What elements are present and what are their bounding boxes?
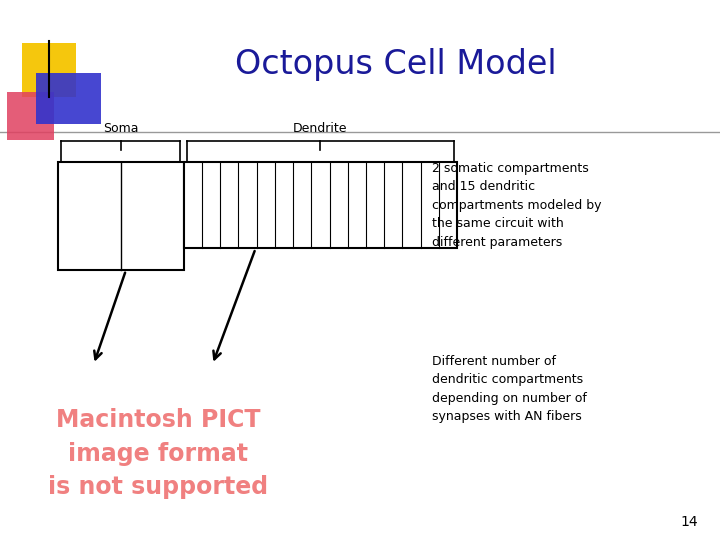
- Bar: [36, 73, 101, 124]
- Bar: [7, 92, 54, 140]
- Text: Octopus Cell Model: Octopus Cell Model: [235, 48, 557, 82]
- Text: Macintosh PICT
image format
is not supported: Macintosh PICT image format is not suppo…: [48, 408, 269, 499]
- Bar: [22, 43, 76, 97]
- Text: Dendrite: Dendrite: [293, 122, 348, 135]
- Text: 14: 14: [681, 515, 698, 529]
- Text: Soma: Soma: [103, 122, 138, 135]
- Bar: [184, 162, 457, 248]
- Text: 2 somatic compartments
and 15 dendritic
compartments modeled by
the same circuit: 2 somatic compartments and 15 dendritic …: [432, 161, 601, 249]
- Text: Different number of
dendritic compartments
depending on number of
synapses with : Different number of dendritic compartmen…: [432, 355, 587, 423]
- Bar: [58, 162, 184, 270]
